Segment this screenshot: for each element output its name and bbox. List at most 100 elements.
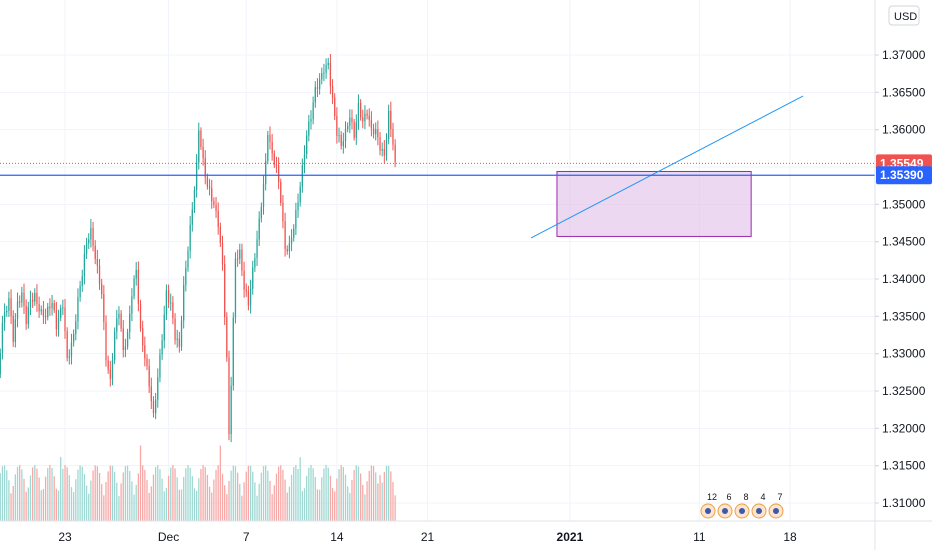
volume-bar (88, 493, 90, 521)
volume-bar (57, 490, 60, 521)
candle-body (189, 224, 191, 251)
volume-bar (152, 474, 155, 521)
volume-bar (72, 492, 75, 521)
candle-body (3, 312, 6, 323)
volume-bar (12, 485, 14, 521)
candle-body (353, 122, 355, 138)
candle-body (126, 331, 129, 347)
candle-body (72, 333, 75, 343)
volume-bar (185, 468, 187, 521)
volume-bar (234, 466, 237, 521)
currency-button[interactable]: USD (888, 5, 920, 26)
volume-bar (176, 477, 178, 521)
volume-bar (174, 468, 176, 521)
candle-body (286, 249, 288, 252)
volume-bar (357, 466, 360, 521)
candle-body (195, 162, 198, 191)
volume-bar (239, 483, 241, 521)
candle-body (137, 269, 140, 304)
price-tick-label: 1.33000 (882, 347, 926, 361)
candle-body (249, 288, 252, 306)
volume-bar (256, 495, 258, 521)
volume-bar (282, 469, 284, 521)
candle-body (318, 79, 321, 89)
price-tick-label: 1.31500 (882, 459, 926, 473)
candle-body (55, 310, 58, 330)
volume-bar (14, 474, 17, 521)
candle-body (314, 87, 316, 103)
event-flag-icon (705, 508, 711, 514)
price-tick-label: 1.37000 (882, 48, 926, 62)
volume-bar (224, 485, 226, 521)
candle-body (116, 318, 118, 332)
candle-body (49, 306, 51, 309)
event-count-label: 4 (760, 492, 765, 502)
candle-body (377, 129, 379, 138)
candle-body (70, 342, 73, 357)
volume-bar (254, 482, 256, 521)
volume-bar (137, 473, 140, 521)
time-axis[interactable]: 23 Dec 7 14 21 2021 11 18 (58, 530, 797, 544)
candle-body (241, 249, 243, 271)
price-tick-label: 1.31000 (882, 496, 926, 510)
volume-bar (385, 465, 388, 521)
volume-bar (245, 471, 247, 521)
candle-body (202, 146, 204, 159)
candle-body (349, 117, 351, 126)
candle-body (154, 399, 157, 414)
volume-bar (273, 485, 275, 521)
candle-body (109, 369, 111, 379)
volume-bar (44, 476, 47, 521)
volume-bar (392, 481, 394, 521)
volume-bar (133, 494, 135, 521)
candle-body (96, 258, 99, 266)
candle-body (301, 165, 303, 187)
candle-body (163, 314, 165, 341)
price-axis-background[interactable] (875, 0, 932, 550)
volume-bar (318, 489, 321, 521)
volume-bar (219, 445, 222, 521)
volume-bar (372, 466, 375, 521)
candle-body (135, 269, 137, 279)
candle-body (19, 301, 21, 303)
candle-body (53, 303, 55, 311)
volume-bar (53, 476, 55, 521)
volume-bar (221, 473, 224, 521)
time-tick-label: 14 (330, 530, 344, 544)
price-tick-label: 1.36500 (882, 85, 926, 99)
price-tick-label: 1.36000 (882, 123, 926, 137)
volume-bar (362, 484, 364, 521)
candle-body (159, 354, 161, 378)
candle-body (10, 298, 12, 316)
candle-body (107, 360, 109, 370)
price-tick-label: 1.34500 (882, 235, 926, 249)
volume-bar (159, 469, 161, 521)
candle-body (325, 65, 327, 73)
candle-body (234, 258, 237, 318)
trend-line[interactable] (530, 95, 804, 239)
economic-events[interactable]: 12 6 8 4 7 (700, 492, 784, 519)
time-axis-background[interactable] (0, 521, 932, 550)
candle-body (113, 331, 116, 361)
candle-body (277, 165, 280, 182)
event-flag-icon (722, 508, 728, 514)
volume-bar (314, 476, 316, 521)
volume-bar (364, 494, 366, 521)
candle-body (347, 125, 349, 130)
volume-bar (150, 486, 152, 521)
volume-bar (70, 487, 73, 521)
volume-bar (21, 469, 23, 521)
volume-bar (249, 465, 252, 521)
candle-body (0, 353, 1, 375)
volume-bar (0, 473, 1, 521)
candle-body (265, 160, 267, 184)
candle-body (351, 117, 353, 123)
support-zone-rectangle[interactable] (556, 170, 752, 237)
volume-bar (275, 473, 278, 521)
volume-bar (109, 465, 111, 521)
candle-body (85, 243, 88, 255)
candle-body (77, 297, 79, 322)
volume-bar (79, 465, 81, 521)
